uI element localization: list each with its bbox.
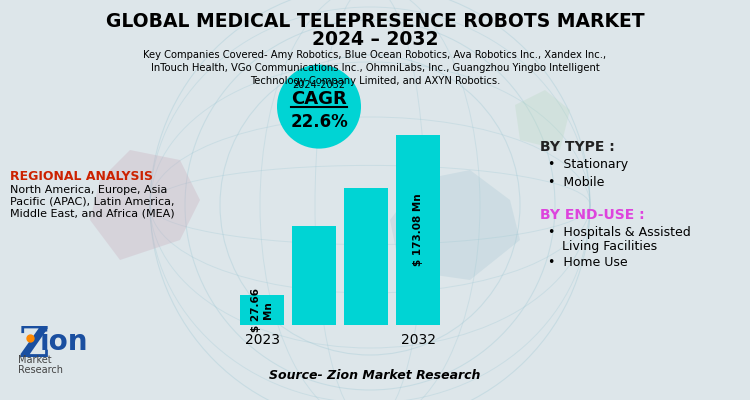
Bar: [292, 226, 336, 325]
Text: REGIONAL ANALYSIS: REGIONAL ANALYSIS: [10, 170, 153, 183]
Text: 2023: 2023: [244, 333, 280, 347]
Text: BY END-USE :: BY END-USE :: [540, 208, 644, 222]
Text: 2024-2032: 2024-2032: [292, 80, 346, 90]
Text: Market: Market: [18, 355, 52, 365]
Text: 2032: 2032: [400, 333, 436, 347]
Text: Source- Zion Market Research: Source- Zion Market Research: [269, 369, 481, 382]
Text: Research: Research: [18, 365, 63, 375]
Text: $ 27.66
Mn: $ 27.66 Mn: [251, 288, 273, 332]
Text: Technology Company Limited, and AXYN Robotics.: Technology Company Limited, and AXYN Rob…: [250, 76, 500, 86]
Text: InTouch Health, VGo Communications Inc., OhmniLabs, Inc., Guangzhou Yingbo Intel: InTouch Health, VGo Communications Inc.,…: [151, 63, 599, 73]
Polygon shape: [390, 170, 520, 280]
Polygon shape: [90, 150, 200, 260]
Text: 22.6%: 22.6%: [290, 113, 348, 131]
Text: Key Companies Covered- Amy Robotics, Blue Ocean Robotics, Ava Robotics Inc., Xan: Key Companies Covered- Amy Robotics, Blu…: [143, 50, 607, 60]
Bar: [240, 294, 284, 325]
Text: North America, Europe, Asia: North America, Europe, Asia: [10, 185, 167, 195]
Circle shape: [277, 65, 361, 149]
Text: Living Facilities: Living Facilities: [562, 240, 657, 253]
Text: •  Hospitals & Assisted: • Hospitals & Assisted: [548, 226, 691, 239]
Bar: [344, 188, 388, 325]
Text: CAGR: CAGR: [291, 90, 346, 108]
Text: $ 173.08 Mn: $ 173.08 Mn: [413, 194, 423, 266]
Text: •  Mobile: • Mobile: [548, 176, 604, 189]
Text: ion: ion: [40, 328, 88, 356]
Text: GLOBAL MEDICAL TELEPRESENCE ROBOTS MARKET: GLOBAL MEDICAL TELEPRESENCE ROBOTS MARKE…: [106, 12, 644, 31]
Bar: [396, 135, 440, 325]
Text: 2024 – 2032: 2024 – 2032: [312, 30, 438, 49]
Text: Middle East, and Africa (MEA): Middle East, and Africa (MEA): [10, 209, 175, 219]
Text: Pacific (APAC), Latin America,: Pacific (APAC), Latin America,: [10, 197, 175, 207]
Polygon shape: [515, 90, 570, 150]
Text: •  Stationary: • Stationary: [548, 158, 628, 171]
Text: BY TYPE :: BY TYPE :: [540, 140, 615, 154]
Text: Z: Z: [18, 324, 48, 366]
Text: •  Home Use: • Home Use: [548, 256, 628, 269]
